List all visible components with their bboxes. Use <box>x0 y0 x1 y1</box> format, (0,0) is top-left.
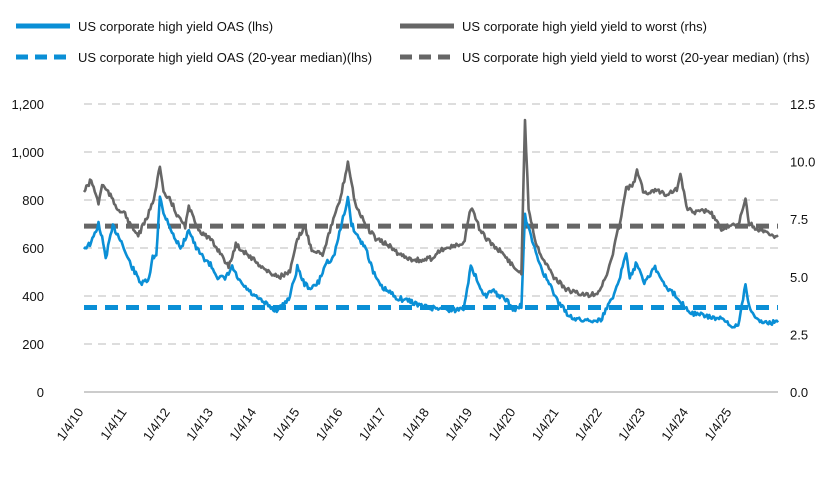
legend-item-ytw: US corporate high yield yield to worst (… <box>400 19 707 34</box>
legend-item-oas-median: US corporate high yield OAS (20-year med… <box>16 50 372 65</box>
gridlines <box>84 103 778 393</box>
legend: US corporate high yield OAS (lhs) US cor… <box>16 19 810 65</box>
x-tick-label: 1/4/11 <box>97 405 129 442</box>
legend-label-ytw-median: US corporate high yield yield to worst (… <box>462 50 810 65</box>
left-tick-label: 0 <box>37 385 44 400</box>
x-tick-label: 1/4/16 <box>313 405 346 443</box>
legend-item-oas: US corporate high yield OAS (lhs) <box>16 19 273 34</box>
x-tick-label: 1/4/21 <box>529 405 562 443</box>
x-tick-label: 1/4/24 <box>658 405 691 443</box>
series-line-1 <box>82 118 779 299</box>
legend-item-ytw-median: US corporate high yield yield to worst (… <box>400 50 810 65</box>
x-tick-label: 1/4/10 <box>53 405 86 443</box>
right-tick-label: 0.0 <box>790 385 808 400</box>
x-tick-label: 1/4/13 <box>183 405 216 443</box>
x-tick-label: 1/4/20 <box>485 405 518 443</box>
left-tick-label: 200 <box>22 337 44 352</box>
x-tick-label: 1/4/14 <box>226 405 259 443</box>
x-tick-label: 1/4/19 <box>442 405 475 443</box>
legend-label-ytw: US corporate high yield yield to worst (… <box>462 19 707 34</box>
x-axis: 1/4/10 1/4/11 1/4/12 1/4/13 1/4/14 1/4/15 1/4/… <box>53 405 734 443</box>
left-tick-label: 800 <box>22 193 44 208</box>
left-tick-label: 1,000 <box>11 145 44 160</box>
right-tick-label: 10.0 <box>790 155 815 170</box>
x-tick-label: 1/4/25 <box>701 405 734 443</box>
left-tick-label: 1,200 <box>11 97 44 112</box>
series-line-0 <box>82 195 780 329</box>
right-tick-label: 12.5 <box>790 97 815 112</box>
x-tick-label: 1/4/15 <box>269 405 302 443</box>
right-tick-label: 5.0 <box>790 270 808 285</box>
left-tick-label: 600 <box>22 241 44 256</box>
left-tick-label: 400 <box>22 289 44 304</box>
left-axis: 0 200 400 600 800 1,000 1,200 <box>11 97 44 400</box>
x-tick-label: 1/4/23 <box>615 405 648 443</box>
x-tick-label: 1/4/22 <box>572 405 605 443</box>
right-tick-label: 7.5 <box>790 212 808 227</box>
series-group <box>82 118 780 329</box>
right-tick-label: 2.5 <box>790 327 808 342</box>
legend-label-oas-median: US corporate high yield OAS (20-year med… <box>78 50 372 65</box>
legend-label-oas: US corporate high yield OAS (lhs) <box>78 19 273 34</box>
x-tick-label: 1/4/12 <box>140 405 173 443</box>
right-axis: 0.0 2.5 5.0 7.5 10.0 12.5 <box>790 97 815 400</box>
x-tick-label: 1/4/17 <box>356 405 389 443</box>
x-tick-label: 1/4/18 <box>399 405 432 443</box>
